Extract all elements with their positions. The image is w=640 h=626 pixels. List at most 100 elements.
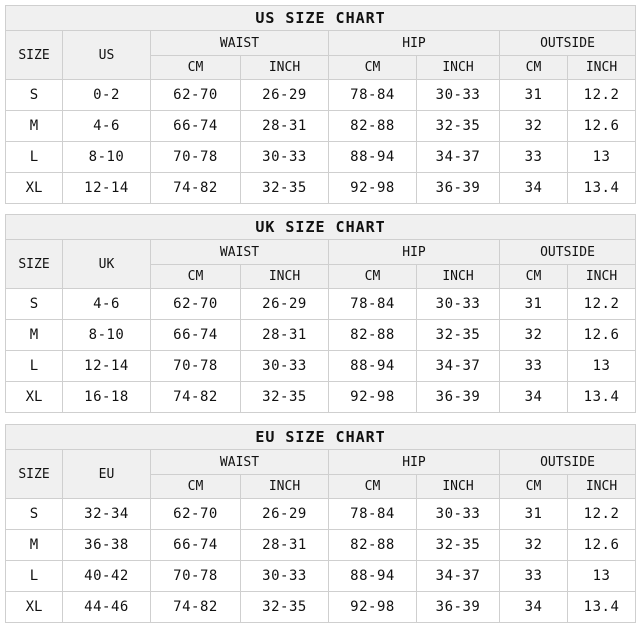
outside-header: OUTSIDE [498,239,637,265]
size-table: EU SIZE CHART SIZE EU WAIST HIP OUTSIDE … [4,424,637,623]
table-row: L 40-42 70-78 30-33 88-94 34-37 33 13 [5,560,637,592]
hip-cm-cell: 88-94 [328,560,417,592]
hip-cm-cell: 88-94 [328,141,417,173]
waist-inch-cell: 30-33 [240,350,329,382]
outside-inch-cell: 12.6 [566,319,637,351]
outside-cm-cell: 33 [499,560,568,592]
outside-cm-cell: 31 [499,498,568,530]
hip-cm-cell: 92-98 [328,381,417,413]
waist-inch-header: INCH [240,264,329,289]
hip-inch-cell: 36-39 [416,172,500,204]
size-cell: M [5,110,63,142]
hip-inch-cell: 34-37 [416,141,500,173]
waist-cm-header: CM [150,264,241,289]
hip-cm-cell: 78-84 [328,79,417,111]
waist-inch-cell: 26-29 [240,288,329,320]
size-chart: UK SIZE CHART SIZE UK WAIST HIP OUTSIDE … [4,214,637,413]
hip-cm-cell: 92-98 [328,591,417,623]
outside-header: OUTSIDE [498,30,637,56]
outside-inch-cell: 12.6 [566,529,637,561]
region-header: UK [62,239,151,289]
waist-cm-cell: 66-74 [150,110,241,142]
table-row: XL 16-18 74-82 32-35 92-98 36-39 34 13.4 [5,381,637,413]
hip-cm-cell: 82-88 [328,529,417,561]
size-cell: S [5,79,63,111]
hip-inch-cell: 32-35 [416,529,500,561]
region-size-cell: 12-14 [62,350,151,382]
waist-cm-cell: 70-78 [150,141,241,173]
region-size-cell: 16-18 [62,381,151,413]
size-cell: M [5,319,63,351]
hip-inch-cell: 30-33 [416,79,500,111]
chart-title: US SIZE CHART [4,5,637,31]
hip-inch-cell: 32-35 [416,319,500,351]
region-size-cell: 8-10 [62,141,151,173]
region-size-cell: 4-6 [62,110,151,142]
outside-cm-header: CM [499,474,568,499]
outside-cm-cell: 34 [499,381,568,413]
table-row: S 4-6 62-70 26-29 78-84 30-33 31 12.2 [5,288,637,320]
outside-inch-cell: 13 [566,350,637,382]
outside-cm-cell: 31 [499,79,568,111]
outside-cm-cell: 32 [499,319,568,351]
table-row: S 32-34 62-70 26-29 78-84 30-33 31 12.2 [5,498,637,530]
hip-inch-cell: 30-33 [416,498,500,530]
hip-cm-cell: 82-88 [328,319,417,351]
waist-inch-header: INCH [240,474,329,499]
outside-inch-header: INCH [566,264,637,289]
region-size-cell: 36-38 [62,529,151,561]
waist-inch-header: INCH [240,55,329,80]
table-row: XL 44-46 74-82 32-35 92-98 36-39 34 13.4 [5,591,637,623]
size-cell: L [5,141,63,173]
table-row: L 8-10 70-78 30-33 88-94 34-37 33 13 [5,141,637,173]
region-size-cell: 12-14 [62,172,151,204]
table-row: L 12-14 70-78 30-33 88-94 34-37 33 13 [5,350,637,382]
waist-inch-cell: 28-31 [240,529,329,561]
region-size-cell: 0-2 [62,79,151,111]
region-size-cell: 4-6 [62,288,151,320]
waist-cm-cell: 74-82 [150,381,241,413]
waist-cm-header: CM [150,55,241,80]
waist-cm-cell: 74-82 [150,172,241,204]
table-row: M 4-6 66-74 28-31 82-88 32-35 32 12.6 [5,110,637,142]
waist-cm-cell: 66-74 [150,529,241,561]
outside-inch-cell: 12.2 [566,288,637,320]
waist-cm-cell: 62-70 [150,288,241,320]
size-cell: XL [5,381,63,413]
waist-cm-cell: 74-82 [150,591,241,623]
waist-inch-cell: 32-35 [240,172,329,204]
table-row: M 36-38 66-74 28-31 82-88 32-35 32 12.6 [5,529,637,561]
size-cell: L [5,560,63,592]
size-cell: M [5,529,63,561]
size-cell: S [5,498,63,530]
hip-cm-cell: 82-88 [328,110,417,142]
chart-title: EU SIZE CHART [4,424,637,450]
table-row: M 8-10 66-74 28-31 82-88 32-35 32 12.6 [5,319,637,351]
hip-inch-header: INCH [416,55,500,80]
outside-inch-cell: 12.2 [566,79,637,111]
hip-header: HIP [328,449,500,475]
waist-cm-cell: 66-74 [150,319,241,351]
outside-cm-header: CM [499,55,568,80]
hip-inch-cell: 32-35 [416,110,500,142]
outside-cm-cell: 33 [499,141,568,173]
outside-cm-cell: 33 [499,350,568,382]
size-cell: L [5,350,63,382]
outside-header: OUTSIDE [498,449,637,475]
size-header: SIZE [5,449,63,499]
hip-cm-cell: 78-84 [328,498,417,530]
outside-inch-cell: 12.2 [566,498,637,530]
hip-cm-header: CM [328,474,417,499]
waist-cm-header: CM [150,474,241,499]
size-chart: EU SIZE CHART SIZE EU WAIST HIP OUTSIDE … [4,424,637,623]
region-size-cell: 8-10 [62,319,151,351]
waist-inch-cell: 32-35 [240,591,329,623]
size-cell: XL [5,591,63,623]
waist-inch-cell: 26-29 [240,79,329,111]
hip-inch-cell: 30-33 [416,288,500,320]
chart-title: UK SIZE CHART [4,214,637,240]
outside-inch-cell: 13.4 [566,591,637,623]
size-table: US SIZE CHART SIZE US WAIST HIP OUTSIDE … [4,5,637,204]
outside-cm-cell: 32 [499,110,568,142]
outside-inch-header: INCH [566,474,637,499]
